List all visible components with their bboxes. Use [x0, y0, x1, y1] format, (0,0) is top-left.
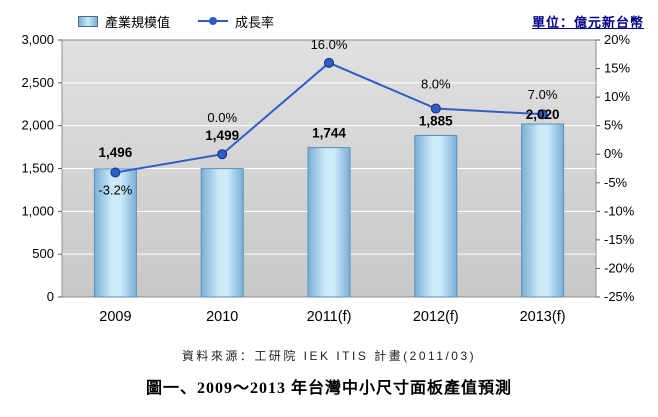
y-axis-label: 1,000: [21, 203, 54, 218]
line-marker: [430, 103, 441, 114]
pct-label: 8.0%: [421, 77, 451, 92]
legend-label-line: 成長率: [235, 14, 275, 30]
x-axis-label: 2012(f): [413, 309, 459, 325]
y2-axis-label: 0%: [604, 146, 623, 161]
combo-chart: 0 500 1,000 1,500 2,000 2,500 3,000 -25% -20% -15…: [21, 32, 635, 325]
y-axis-label: 2,000: [21, 118, 54, 133]
line-marker: [110, 167, 121, 178]
source-note: 資料來源：工研院 IEK ITIS 計畫(2011/03): [181, 349, 477, 363]
pct-label: 0.0%: [207, 110, 237, 125]
x-axis-label: 2013(f): [520, 309, 566, 325]
y-axis-label: 2,500: [21, 75, 54, 90]
line-marker-swatch-dot: [209, 17, 218, 25]
pct-label: 7.0%: [528, 87, 558, 102]
bar: [521, 123, 565, 298]
y2-axis-label: -5%: [604, 175, 628, 190]
bar: [200, 168, 244, 298]
legend-item-bar: 產業規模值: [78, 12, 170, 31]
y-axis-label: 3,000: [21, 34, 54, 47]
y2-axis-label: -15%: [604, 232, 635, 247]
x-axis-label: 2011(f): [307, 309, 352, 325]
y-axis-label: 1,500: [21, 161, 54, 176]
line-marker: [324, 57, 334, 68]
chart-header: 產業規模值 成長率 單位：億元新台幣: [0, 8, 658, 34]
y2-axis-label: 5%: [604, 118, 623, 133]
legend: 產業規模值 成長率: [78, 12, 274, 31]
legend-item-line: 成長率: [198, 12, 274, 31]
legend-label-bar: 產業規模值: [105, 14, 171, 30]
bar: [414, 135, 458, 298]
bar-series-swatch: [78, 15, 98, 27]
x-axis-label: 2009: [99, 309, 131, 325]
y-axis-label: 500: [32, 246, 54, 261]
y2-axis-label: 15%: [604, 61, 630, 76]
bar-value-label: 2,020: [526, 107, 560, 122]
pct-label: 16.0%: [311, 37, 348, 52]
y2-axis-label: 10%: [604, 89, 630, 104]
bar-value-label: 1,885: [419, 114, 453, 129]
x-axis-label: 2010: [206, 309, 238, 325]
y2-axis-label: 20%: [604, 34, 630, 47]
y-axis-label: 0: [47, 289, 54, 304]
figure-title: 圖一、2009～2013 年台灣中小尺寸面板產值預測: [145, 380, 512, 397]
bar: [307, 147, 351, 298]
y2-axis-label: -25%: [604, 289, 635, 304]
bar: [93, 168, 137, 298]
y2-axis-label: -10%: [604, 203, 635, 218]
pct-label: -3.2%: [98, 182, 132, 197]
line-series-swatch: [198, 17, 229, 25]
bar-value-label: 1,496: [99, 145, 133, 160]
line-marker: [537, 109, 548, 120]
line-marker: [217, 149, 228, 160]
unit-label: 單位：億元新台幣: [531, 14, 644, 30]
y2-axis-label: -20%: [604, 260, 635, 275]
bar-value-label: 1,744: [312, 126, 346, 141]
bar-value-label: 1,499: [205, 128, 239, 143]
